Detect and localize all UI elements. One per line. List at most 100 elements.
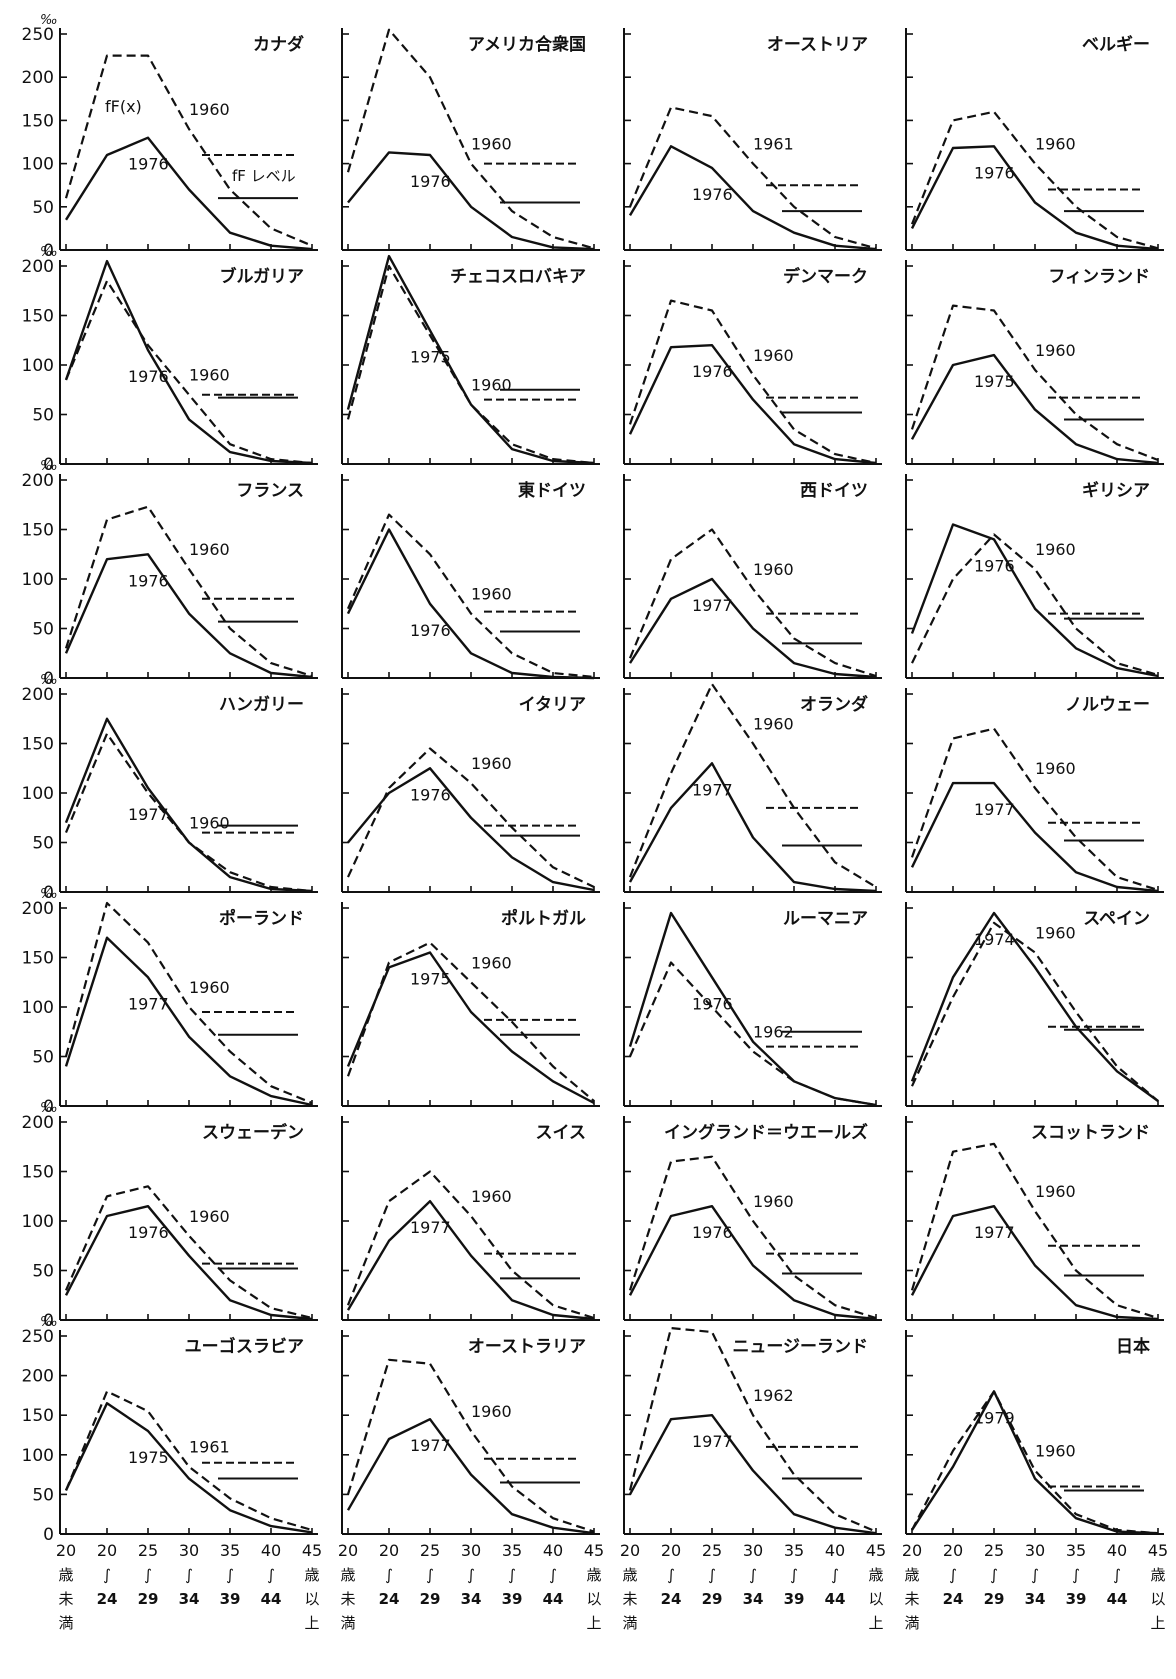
x-tick-label-bottom: 上 xyxy=(304,1614,319,1632)
series-label: 1977 xyxy=(974,1223,1015,1242)
panel-25: 0 50 100 150 200 250‰ ユーゴスラビア 1961 1975 20 歳未満 20 ∫ 2… xyxy=(22,1315,323,1632)
series-label: 1960 xyxy=(471,754,512,773)
y-tick-label: 50 xyxy=(32,406,54,426)
x-tick-label-bottom: 44 xyxy=(261,1590,282,1608)
series-line-dashed xyxy=(628,1326,877,1533)
x-tick-label-bottom: ∫ xyxy=(1072,1566,1080,1584)
x-tick-label-top: 25 xyxy=(984,1541,1004,1560)
series-label: 1961 xyxy=(189,1438,230,1457)
panel-3: オーストリア 1961 1976 xyxy=(623,28,882,251)
x-tick-label-top: 35 xyxy=(502,1541,522,1560)
series-line-solid xyxy=(64,136,313,251)
y-tick-label: 0 xyxy=(43,669,54,689)
x-tick-label-bottom: 34 xyxy=(179,1590,200,1608)
series-label: 1977 xyxy=(974,800,1015,819)
series-label: 1962 xyxy=(753,1023,794,1042)
series-label: 1960 xyxy=(471,376,512,395)
series-label: 1960 xyxy=(1035,540,1076,559)
panel-title: オーストリア xyxy=(767,35,868,55)
series-line-solid xyxy=(64,259,313,465)
series-label: 1977 xyxy=(128,994,169,1013)
series-label: 1976 xyxy=(692,994,733,1013)
series-line-dashed xyxy=(346,1170,595,1320)
x-tick-label-bottom: 満 xyxy=(622,1614,637,1632)
y-tick-label: 0 xyxy=(43,1525,54,1545)
x-tick-label-bottom: 上 xyxy=(1150,1614,1165,1632)
series-line-solid xyxy=(910,145,1159,251)
panel-title: スコットランド xyxy=(1031,1123,1150,1143)
panel-23: イングランド＝ウエールズ 1960 1976 xyxy=(623,1116,882,1321)
series-line-solid xyxy=(64,553,313,679)
series-line-solid xyxy=(910,1204,1159,1321)
series-line-dashed xyxy=(910,304,1159,462)
x-tick-label-bottom: 歳 xyxy=(1150,1566,1165,1584)
y-tick-label: 50 xyxy=(32,620,54,640)
x-tick-label-bottom: 未 xyxy=(622,1590,637,1608)
x-tick-label-bottom: ∫ xyxy=(549,1566,557,1584)
x-tick-label-bottom: 歳 xyxy=(340,1566,355,1584)
x-tick-label-bottom: ∫ xyxy=(749,1566,757,1584)
series-line-solid xyxy=(346,1417,595,1535)
x-tick-label-bottom: 満 xyxy=(340,1614,355,1632)
series-line-solid xyxy=(346,1199,595,1321)
x-tick-label-bottom: 以 xyxy=(1150,1590,1165,1608)
series-line-solid xyxy=(910,523,1159,678)
series-label: 1976 xyxy=(974,163,1015,182)
series-label: 1960 xyxy=(753,560,794,579)
x-tick-label-top: 20 xyxy=(943,1541,963,1560)
series-line-dashed xyxy=(910,110,1159,250)
x-tick-label-bottom: ∫ xyxy=(1031,1566,1039,1584)
series-label: 1977 xyxy=(128,805,169,824)
panel-title: オランダ xyxy=(800,694,868,715)
x-tick-label-bottom: 歳 xyxy=(622,1566,637,1584)
x-tick-label-top: 45 xyxy=(584,1541,604,1560)
y-tick-label: 200 xyxy=(22,257,54,277)
x-tick-label-top: 40 xyxy=(1107,1541,1127,1560)
x-tick-label-bottom: 29 xyxy=(984,1590,1005,1608)
y-tick-label: 0 xyxy=(43,241,54,261)
y-tick-label: 150 xyxy=(22,1406,54,1426)
x-tick-label-bottom: 以 xyxy=(868,1590,883,1608)
panel-12: ギリシア 1960 1976 xyxy=(905,474,1164,679)
y-tick-label: 150 xyxy=(22,307,54,327)
series-line-dashed xyxy=(347,747,595,888)
y-tick-label: 0 xyxy=(43,883,54,903)
panel-title: フィンランド xyxy=(1048,267,1150,287)
y-tick-label: 200 xyxy=(22,1367,54,1387)
panel-title: チェコスロバキア xyxy=(450,267,586,287)
series-label: 1975 xyxy=(410,970,451,989)
x-tick-label-bottom: ∫ xyxy=(831,1566,839,1584)
x-tick-label-top: 40 xyxy=(261,1541,281,1560)
series-label: 1976 xyxy=(128,155,169,174)
unit-label: ‰ xyxy=(40,459,58,474)
x-tick-label-top: 25 xyxy=(138,1541,158,1560)
panel-title: ギリシア xyxy=(1082,481,1150,501)
series-label: 1960 xyxy=(1035,341,1076,360)
x-tick-label-top: 30 xyxy=(179,1541,199,1560)
panel-14: イタリア 1960 1976 xyxy=(341,688,600,893)
series-line-dashed xyxy=(628,682,877,888)
y-tick-label: 100 xyxy=(22,1446,54,1466)
x-tick-label-bottom: 39 xyxy=(502,1590,523,1608)
x-tick-label-bottom: ∫ xyxy=(467,1566,475,1584)
series-line-dashed xyxy=(346,1358,595,1533)
series-line-solid xyxy=(347,151,595,251)
series-label: 1960 xyxy=(189,1207,230,1226)
series-label: 1976 xyxy=(692,362,733,381)
series-line-solid xyxy=(64,717,313,893)
panel-27: ニュージーランド 1962 1977 20 歳未満 20 ∫ 24 25 ∫ 29 30 ∫ 34 35 ∫ 3… xyxy=(620,1326,886,1632)
series-label: 1976 xyxy=(410,785,451,804)
x-tick-label-bottom: 以 xyxy=(586,1590,601,1608)
x-tick-label-top: 40 xyxy=(543,1541,563,1560)
x-tick-label-top: 20 xyxy=(97,1541,117,1560)
series-label: 1962 xyxy=(753,1386,794,1405)
x-tick-label-bottom: 未 xyxy=(904,1590,919,1608)
series-line-dashed xyxy=(346,28,595,250)
x-tick-label-top: 20 xyxy=(902,1541,922,1560)
panel-title: オーストラリア xyxy=(468,1337,586,1357)
series-line-dashed xyxy=(911,921,1159,1102)
series-label: 1960 xyxy=(471,1402,512,1421)
series-label: 1960 xyxy=(189,978,230,997)
